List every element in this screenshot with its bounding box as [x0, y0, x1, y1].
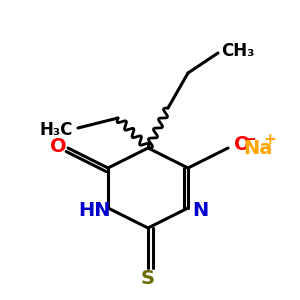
Text: O: O	[50, 136, 66, 155]
Text: −: −	[244, 133, 256, 148]
Text: H₃C: H₃C	[39, 121, 73, 139]
Text: O: O	[234, 136, 250, 154]
Text: S: S	[141, 268, 155, 287]
Text: N: N	[192, 200, 208, 220]
Text: +: +	[264, 133, 276, 148]
Text: HN: HN	[78, 200, 110, 220]
Text: Na: Na	[243, 139, 273, 158]
Text: CH₃: CH₃	[221, 42, 255, 60]
